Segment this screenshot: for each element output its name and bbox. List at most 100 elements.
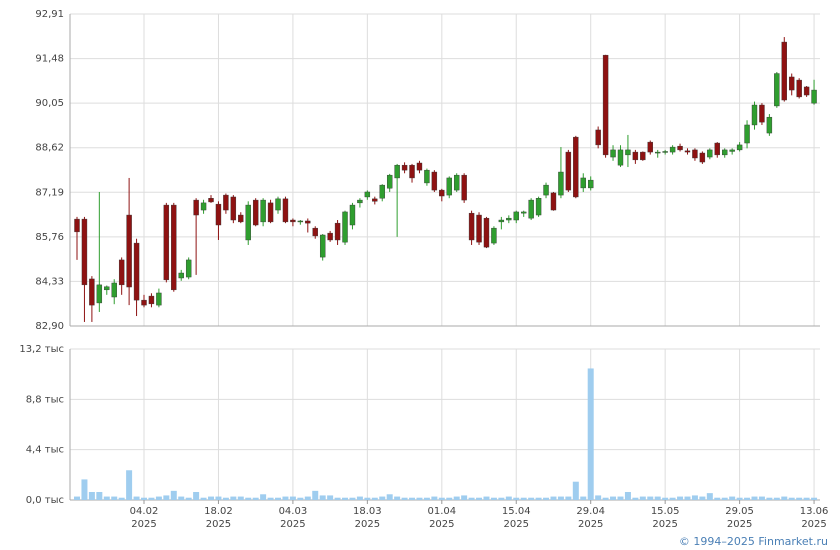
- volume-bar: [803, 497, 810, 500]
- volume-bar: [714, 497, 721, 500]
- candle-body: [104, 286, 110, 291]
- volume-bar: [624, 491, 631, 500]
- volume-bar: [312, 490, 319, 500]
- x-tick-label: 18.02 2025: [204, 506, 233, 530]
- volume-bar: [498, 497, 505, 500]
- candle-body: [617, 149, 624, 166]
- candle-body: [386, 174, 393, 189]
- candle-body: [424, 169, 430, 184]
- volume-bar: [88, 491, 95, 500]
- candle-body: [766, 116, 773, 134]
- candle-body: [595, 129, 601, 146]
- volume-bar: [81, 479, 88, 500]
- x-tick-label: 18.03 2025: [353, 506, 382, 530]
- volume-bar: [483, 496, 490, 500]
- volume-bar: [111, 496, 118, 500]
- candle-body: [632, 151, 639, 161]
- y-tick-label: 8,8 тыс: [26, 394, 64, 405]
- volume-bar: [141, 497, 148, 500]
- volume-bar: [431, 496, 438, 500]
- volume-bar: [304, 496, 311, 500]
- candle-body: [297, 220, 304, 223]
- volume-bar: [193, 491, 200, 500]
- volume-bar: [133, 496, 140, 500]
- volume-bar: [438, 497, 445, 500]
- candle-body: [319, 234, 326, 258]
- candle-body: [684, 150, 691, 153]
- volume-bar: [744, 497, 751, 500]
- candle-body: [342, 211, 348, 243]
- candle-body: [580, 177, 586, 189]
- candle-body: [267, 202, 274, 223]
- volume-bar: [766, 497, 773, 500]
- candle-body: [677, 145, 683, 151]
- candle-body: [506, 217, 512, 221]
- x-tick-label: 04.03 2025: [278, 506, 308, 530]
- x-tick-label: 29.04 2025: [576, 506, 606, 530]
- volume-bar: [356, 496, 363, 500]
- candle-body: [245, 204, 251, 241]
- volume-bar: [751, 496, 758, 500]
- volume-bar: [595, 495, 602, 500]
- volume-bar: [691, 495, 698, 500]
- copyright: © 1994–2025 Finmarket.ru: [678, 535, 828, 548]
- candle-body: [334, 222, 341, 241]
- candle-body: [260, 199, 266, 223]
- volume-bar: [617, 496, 624, 500]
- volume-bar: [446, 497, 453, 500]
- candle-body: [588, 179, 594, 189]
- candle-body: [692, 149, 698, 159]
- candle-body: [193, 199, 199, 216]
- candle-body: [349, 204, 356, 226]
- volume-bar: [237, 496, 244, 500]
- candle-body: [729, 149, 735, 152]
- candle-body: [141, 299, 147, 306]
- volume-bar: [401, 497, 408, 500]
- volume-bar: [178, 496, 185, 500]
- candle-body: [744, 124, 750, 144]
- candle-body: [669, 146, 676, 153]
- x-tick-label: 29.05 2025: [725, 506, 754, 530]
- candle-body: [781, 41, 787, 101]
- volume-bar: [684, 496, 691, 500]
- volume-bar: [602, 497, 609, 500]
- candle-body: [535, 198, 542, 216]
- candle-body: [96, 284, 103, 304]
- volume-bar: [222, 497, 229, 500]
- volume-bar: [230, 496, 237, 500]
- volume-bar: [811, 497, 818, 500]
- volume-bar: [260, 494, 267, 500]
- candle-body: [789, 76, 795, 91]
- candle-body: [431, 171, 438, 191]
- y-tick-label: 91,48: [35, 54, 64, 65]
- volume-bar: [662, 497, 669, 500]
- volume-bar: [371, 497, 378, 500]
- candle-body: [803, 86, 810, 96]
- candle-body: [699, 152, 706, 163]
- volume-bar: [572, 481, 579, 500]
- volume-bar: [781, 496, 788, 500]
- volume-bar: [74, 496, 80, 500]
- volume-bar: [535, 497, 542, 500]
- candle-body: [491, 227, 497, 244]
- candle-body: [498, 219, 505, 223]
- candle-body: [171, 204, 177, 291]
- volume-bar: [423, 497, 430, 500]
- x-tick-label: 04.02 2025: [129, 506, 159, 530]
- volume-bar: [208, 496, 215, 500]
- candle-body: [238, 214, 244, 223]
- volume-bar: [587, 368, 594, 500]
- volume-bar: [632, 497, 639, 500]
- candle-body: [796, 79, 802, 98]
- candle-body: [625, 149, 631, 156]
- volume-bar: [654, 496, 661, 500]
- candle-body: [275, 198, 281, 211]
- volume-bar: [550, 496, 557, 500]
- volume-bar: [677, 496, 684, 500]
- volume-bar: [736, 497, 743, 500]
- volume-bar: [520, 497, 527, 500]
- volume-bar: [647, 496, 654, 500]
- candle-body: [722, 149, 728, 156]
- candle-body: [215, 203, 222, 226]
